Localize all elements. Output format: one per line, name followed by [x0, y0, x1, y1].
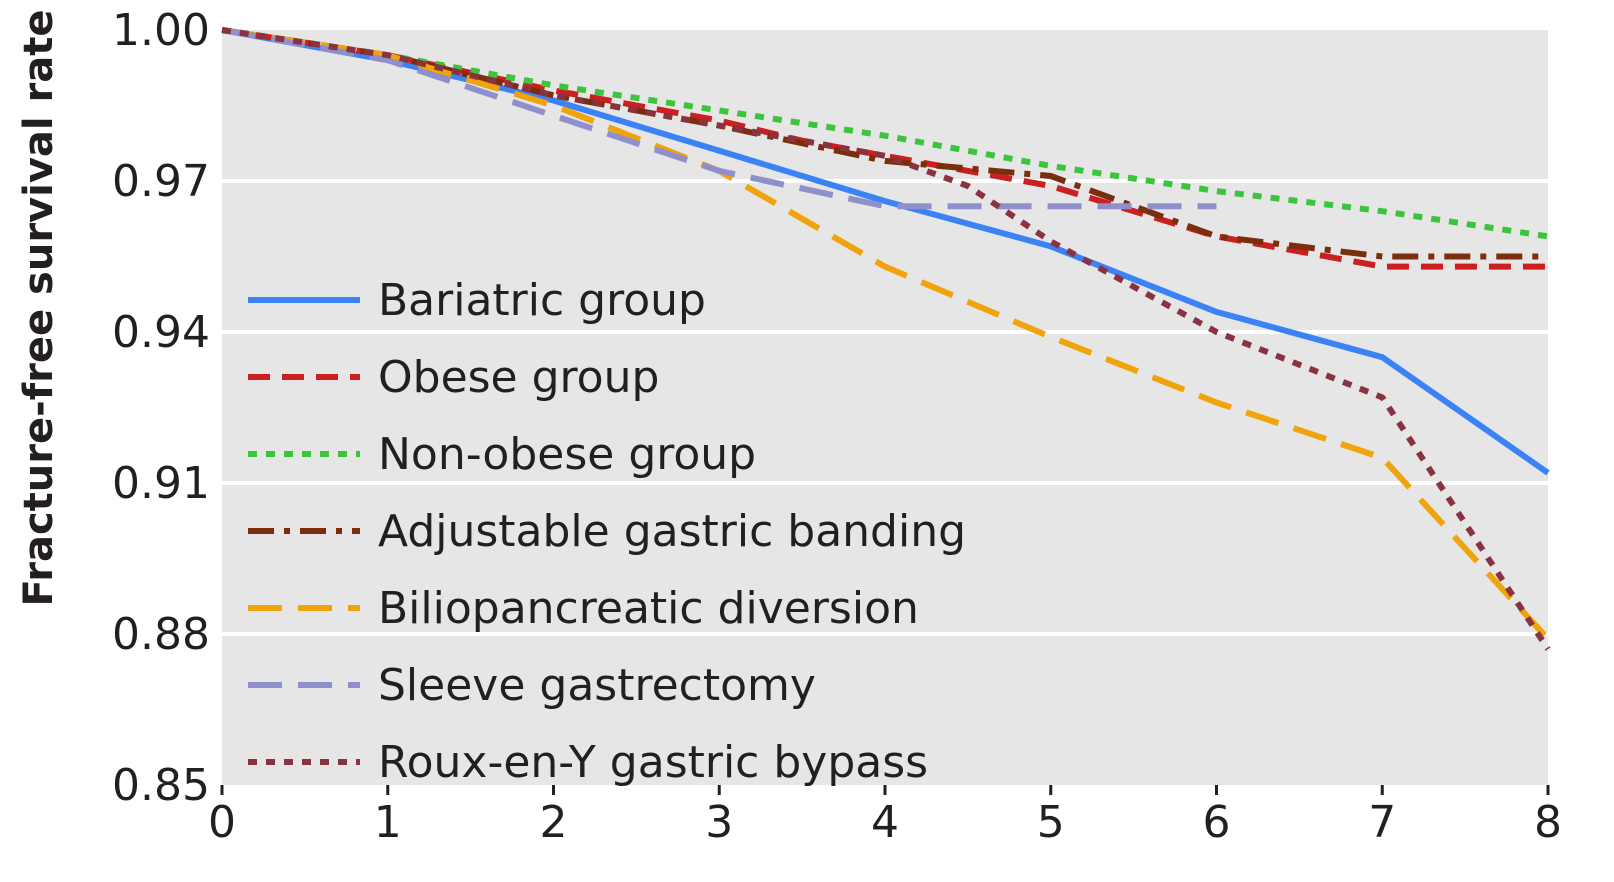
- y-tick-label: 0.88: [112, 609, 210, 660]
- plot-background: [222, 30, 1548, 785]
- grid-lines: [222, 179, 1548, 636]
- x-tick-label: 3: [705, 797, 733, 848]
- series-line-non-obese-group: [221, 27, 1549, 240]
- x-tick-label: 1: [374, 797, 402, 848]
- legend: Bariatric group Obese group Non-obese grou…: [248, 275, 966, 788]
- y-axis: 1.00 0.97 0.94 0.91 0.88 0.85: [112, 5, 210, 811]
- series-line-sleeve-gastrectomy: [221, 27, 1217, 210]
- legend-label: Non-obese group: [378, 429, 756, 480]
- legend-label: Adjustable gastric banding: [378, 506, 966, 557]
- legend-label: Obese group: [378, 352, 659, 403]
- x-tick-label: 0: [208, 797, 236, 848]
- x-tick-label: 8: [1534, 797, 1562, 848]
- legend-label: Biliopancreatic diversion: [378, 583, 919, 634]
- x-tick-label: 5: [1037, 797, 1065, 848]
- x-tick-label: 7: [1368, 797, 1396, 848]
- legend-label: Roux-en-Y gastric bypass: [378, 737, 928, 788]
- series-line-biliopancreatic-diversion: [221, 27, 1551, 642]
- series-layer: [221, 27, 1551, 651]
- y-tick-label: 0.94: [112, 307, 210, 358]
- y-axis-label: Fracture-free survival rate: [16, 9, 62, 606]
- x-tick-label: 4: [871, 797, 899, 848]
- series-line-roux-en-y-gastric-bypass: [221, 27, 1551, 651]
- legend-label: Sleeve gastrectomy: [378, 660, 816, 711]
- x-tick-label: 2: [540, 797, 568, 848]
- y-tick-label: 0.91: [112, 458, 210, 509]
- legend-label: Bariatric group: [378, 275, 706, 326]
- x-axis: 0 1 2 3 4 5 6 7 8: [208, 785, 1562, 848]
- y-tick-label: 0.97: [112, 156, 210, 207]
- y-tick-label: 1.00: [112, 5, 210, 56]
- x-tick-label: 6: [1203, 797, 1231, 848]
- y-tick-label: 0.85: [112, 760, 210, 811]
